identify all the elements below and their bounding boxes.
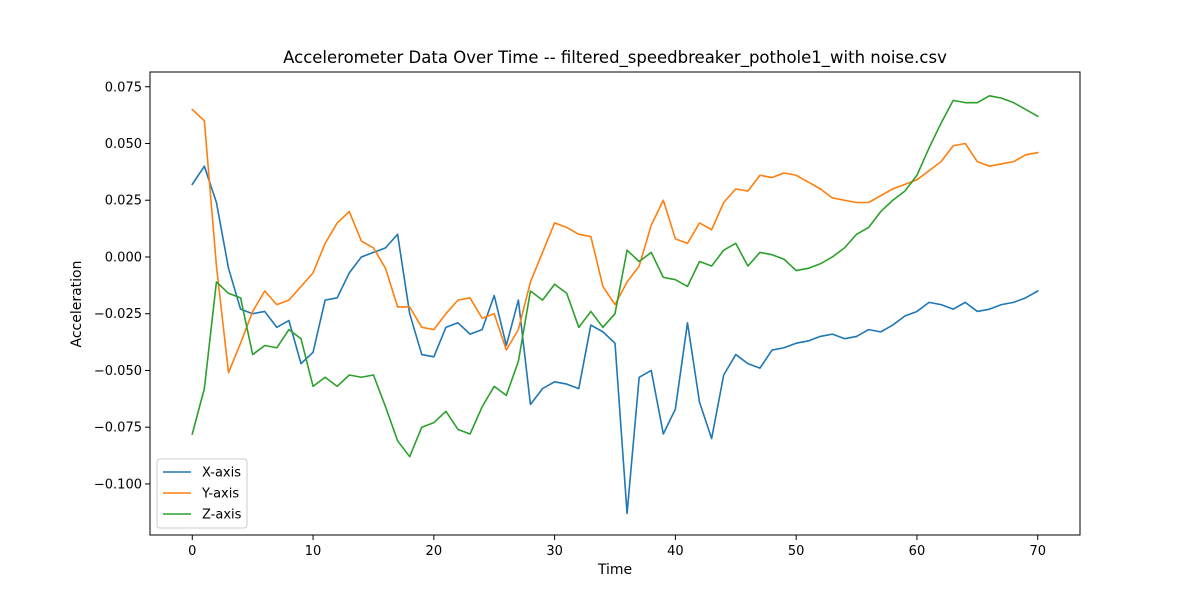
x-tick-label: 40 (667, 544, 684, 559)
x-tick-label: 60 (909, 544, 926, 559)
y-tick-label: −0.100 (94, 477, 142, 492)
legend-label-y-axis: Y-axis (201, 487, 239, 502)
y-axis-ticks: −0.100 −0.075 −0.050 −0.025 0.000 0.025 0.050 0… (94, 80, 150, 492)
series-line-y-axis (191, 108, 1039, 374)
x-tick-label: 30 (546, 544, 563, 559)
x-tick-label: 10 (305, 544, 322, 559)
y-axis-label: Acceleration (69, 261, 85, 348)
legend-box (156, 458, 248, 529)
y-tick-label: −0.075 (94, 421, 142, 436)
axes-frame (149, 71, 1081, 536)
x-axis-label: Time (597, 562, 632, 578)
y-tick-label: 0.000 (105, 250, 142, 265)
series-line-z-axis (191, 95, 1039, 458)
legend-label-z-axis: Z-axis (202, 508, 242, 523)
legend: X-axis Y-axis Z-axis (156, 458, 248, 529)
x-tick-label: 50 (788, 544, 805, 559)
y-tick-label: −0.050 (94, 364, 142, 379)
legend-label-x-axis: X-axis (202, 466, 241, 481)
series-line-x-axis (191, 165, 1039, 515)
y-tick-label: 0.075 (105, 80, 142, 95)
chart-title: Accelerometer Data Over Time -- filtered… (283, 48, 947, 68)
y-tick-label: −0.025 (94, 307, 142, 322)
y-tick-label: 0.025 (105, 194, 142, 209)
plot-lines (191, 95, 1039, 515)
x-tick-label: 70 (1029, 544, 1046, 559)
y-tick-label: 0.050 (105, 137, 142, 152)
x-axis-ticks: 0 10 20 30 40 50 60 70 (188, 535, 1046, 559)
x-tick-label: 0 (188, 544, 196, 559)
x-tick-label: 20 (426, 544, 443, 559)
